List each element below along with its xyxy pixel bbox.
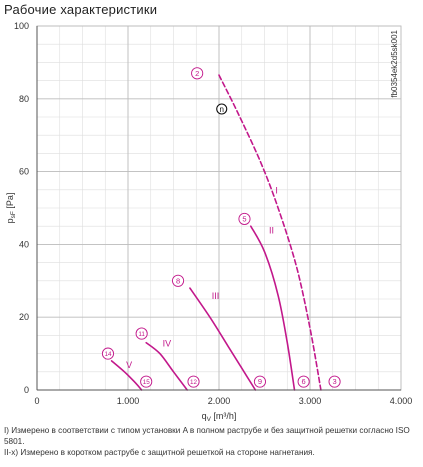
- curve-label-I: I: [275, 185, 278, 195]
- document-id: fb0354ek2d5sk001: [390, 29, 399, 97]
- marker-circle-9: [253, 375, 267, 388]
- marker-label-3: 3: [332, 377, 336, 386]
- curve-label-V: V: [126, 360, 132, 370]
- grid: [36, 25, 402, 391]
- x-tick-label: 2.000: [208, 396, 231, 406]
- y-axis-label: psF [Pa]: [5, 193, 17, 224]
- axes: 0 1.000 2.000 3.000 4.000 0 20 40 60 80 100 qV [m³/…: [5, 21, 412, 423]
- chart-title: Рабочие характеристики: [4, 2, 158, 17]
- marker-circle-15: [140, 375, 153, 388]
- marker-label-6: 6: [302, 377, 306, 386]
- marker-label-2: 2: [195, 69, 199, 78]
- footnotes: I) Измерено в соответствии с типом устан…: [4, 425, 416, 458]
- y-tick-label: 20: [19, 312, 29, 322]
- footnote-2: II-x) Измерено в коротком раструбе с защ…: [4, 448, 315, 457]
- curve-II: [250, 225, 296, 391]
- x-tick-label: 1.000: [117, 396, 140, 406]
- x-tick-label: 0: [34, 396, 39, 406]
- marker-label-14: 14: [104, 351, 112, 358]
- x-tick-label: 4.000: [390, 396, 413, 406]
- curve-IV: [145, 341, 188, 391]
- operating-point-circle: [216, 103, 228, 115]
- operating-point-label: n: [220, 105, 224, 114]
- x-tick-label: 3.000: [299, 396, 322, 406]
- curve-label-IV: IV: [163, 338, 172, 348]
- marker-label-8: 8: [176, 276, 180, 285]
- curve-III: [189, 287, 257, 391]
- marker-circle-12: [187, 375, 200, 388]
- y-tick-label: 80: [19, 94, 29, 104]
- marker-circle-6: [297, 375, 310, 388]
- marker-label-15: 15: [143, 379, 151, 386]
- markers: 2 5 8 11 14 15 12 9 6 3 n: [101, 67, 341, 388]
- marker-circle-2: [191, 67, 204, 80]
- marker-circle-8: [171, 274, 185, 287]
- marker-label-5: 5: [242, 215, 246, 224]
- y-tick-label: 60: [19, 167, 29, 177]
- marker-label-9: 9: [258, 377, 262, 386]
- marker-circle-11: [135, 327, 148, 340]
- marker-label-12: 12: [190, 379, 198, 386]
- marker-label-11: 11: [138, 331, 145, 338]
- curve-V: [110, 360, 143, 391]
- y-tick-label: 0: [24, 385, 29, 395]
- y-tick-label: 40: [19, 239, 29, 249]
- curve-label-II: II: [269, 225, 274, 235]
- x-axis-label: qV [m³/h]: [202, 411, 237, 423]
- y-tick-label: 100: [14, 21, 29, 31]
- curve-label-III: III: [212, 291, 220, 301]
- marker-circle-5: [238, 212, 251, 225]
- curve-I: [218, 74, 322, 391]
- marker-circle-14: [101, 347, 115, 360]
- footnote-1: I) Измерено в соответствии с типом устан…: [4, 426, 410, 446]
- marker-circle-3: [328, 375, 341, 388]
